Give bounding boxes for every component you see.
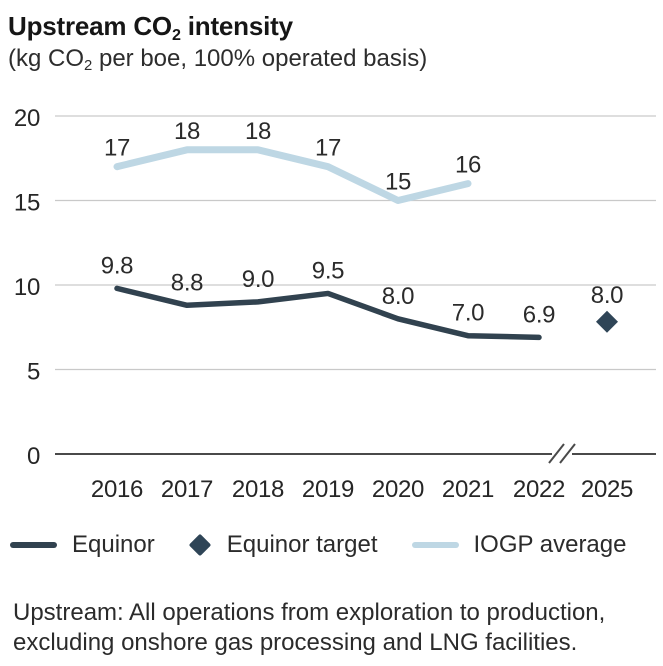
data-label: 8.0 [382,283,414,310]
chart-subtitle-text: (kg CO [8,45,85,72]
legend-label-equinor: Equinor [72,531,155,558]
x-tick-label: 2017 [161,476,213,503]
y-tick-label: 0 [27,443,40,470]
data-label: 16 [455,152,481,179]
footnote-line-2: excluding onshore gas processing and LNG… [13,629,578,656]
legend-label-equinor-target: Equinor target [226,531,378,558]
x-tick-label: 2022 [513,476,565,503]
data-label: 9.0 [242,266,274,293]
series-line [114,285,542,341]
data-label: 18 [245,118,271,145]
data-label: 15 [385,169,411,196]
data-label: 8.0 [591,282,623,309]
x-tick-label: 2020 [372,476,424,503]
legend-item-equinor: Equinor [10,531,155,559]
legend-item-iogp-average: IOGP average [411,531,627,559]
axis-break-icon [548,443,565,464]
chart-title: Upstream CO2 intensity [8,11,293,44]
axis-break-icon [559,443,576,464]
data-label: 17 [315,135,341,162]
y-tick-label: 10 [14,274,40,301]
diamond-shape [188,533,212,557]
x-tick-label: 2025 [581,476,633,503]
y-tick-label: 5 [27,359,40,386]
data-label: 7.0 [452,300,484,327]
chart-footnote: Upstream: All operations from exploratio… [13,598,605,658]
chart-title-text-end: intensity [180,11,293,41]
chart-subtitle-text-end: per boe, 100% operated basis) [92,45,428,72]
y-tick-label: 15 [14,190,40,217]
line-chart-plot-area: 0 5 10 15 20 2016 2017 2018 2019 2020 2021 2022 2025… [14,105,656,503]
legend-label-iogp-average: IOGP average [473,531,627,558]
legend-item-equinor-target: Equinor target [188,531,378,559]
x-tick-label: 2019 [302,476,354,503]
equinor-line-swatch [10,542,57,548]
data-label: 9.8 [101,252,133,279]
data-label: 18 [174,118,200,145]
x-tick-label: 2021 [442,476,494,503]
chart-subtitle: (kg CO2 per boe, 100% operated basis) [8,45,428,75]
x-tick-label: 2018 [232,476,284,503]
x-tick-label: 2016 [91,476,143,503]
chart-subtitle-subscript: 2 [84,58,93,75]
chart-title-subscript: 2 [171,25,181,44]
chart-title-text: Upstream CO [8,11,172,41]
equinor-target-diamond-icon [188,533,212,557]
data-label: 6.9 [523,301,555,328]
series-line [113,146,472,204]
target-diamond-marker [596,310,618,333]
footnote-line-1: Upstream: All operations from exploratio… [13,599,606,626]
data-label: 9.5 [312,257,344,284]
data-label: 17 [104,135,130,162]
data-label: 8.8 [171,269,203,296]
y-tick-label: 20 [14,105,40,132]
iogp-line-swatch [411,542,459,548]
chart-legend: Equinor Equinor target IOGP average [10,529,626,561]
